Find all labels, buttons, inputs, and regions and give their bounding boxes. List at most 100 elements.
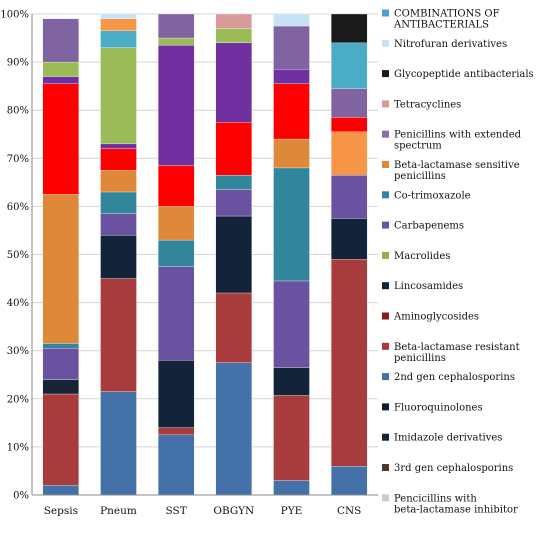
legend-label: Fluoroquinolones xyxy=(394,402,483,413)
bar-segment-sst-carbapenems xyxy=(158,266,195,361)
y-tick-label: 40% xyxy=(7,298,29,309)
bar-segment-obgyn-carbapenems xyxy=(215,189,252,217)
legend-swatch xyxy=(382,373,389,381)
legend-item-tetracyclines: Tetracyclines xyxy=(382,99,461,110)
x-tick-label-obgyn: OBGYN xyxy=(213,505,254,517)
bar-segment-sst-beta-lactamase-sensitive-penicillins xyxy=(158,206,195,241)
legend-item-macrolides: Macrolides xyxy=(382,251,450,262)
x-axis-ticks: Sepsis Pneum SST OBGYN PYE CNS xyxy=(44,505,362,517)
legend-label: Nitrofuran derivatives xyxy=(394,39,507,50)
legend-swatch xyxy=(382,191,389,199)
legend-label: Co-trimoxazole xyxy=(394,190,471,201)
bar-segment-sepsis-beta-lactamase-sensitive-penicillins xyxy=(42,194,79,344)
bar-segment-pye-aminoglycosides xyxy=(273,83,310,140)
bar-segment-sst-macrolides xyxy=(158,37,195,46)
legend-item-2nd-gen-cephalosporins: 2nd gen cephalosporins xyxy=(382,372,515,383)
bar-segment-sepsis-penicillins-with-extended-spectrum xyxy=(42,18,79,63)
y-tick-label: 30% xyxy=(7,346,29,357)
bar-segment-cns-beta-lactamase-resistant-penicillins xyxy=(331,259,368,467)
bar-segment-pneum-co-trimoxazole xyxy=(100,30,137,48)
legend-swatch xyxy=(382,100,389,108)
bar-segment-pye-2nd-gen-cephalosporins xyxy=(273,480,310,496)
y-tick-label: 10% xyxy=(7,442,29,453)
bar-segment-pye-beta-lactamase-resistant-penicillins xyxy=(273,395,310,481)
bar-segment-cns-beta-lactamase-sensitive-penicillins xyxy=(331,131,368,176)
bar-segment-obgyn-aminoglycosides xyxy=(215,122,252,176)
legend-label: 3rd gen cephalosporins xyxy=(394,463,513,474)
bar-segment-sst-beta-lactamase-resistant-penicillins xyxy=(158,427,195,436)
bar-segment-cns-combinations-of-antibacterials xyxy=(331,42,368,89)
legend-label: 2nd gen cephalosporins xyxy=(394,372,515,383)
bar-segment-sepsis-macrolides xyxy=(42,61,79,77)
bar-segment-pneum-beta-lactamase-resistant-penicillins xyxy=(100,278,137,392)
bar-segment-obgyn-lincosamides xyxy=(215,215,252,294)
bar-segment-pye-beta-lactamase-sensitive-penicillins xyxy=(273,138,310,169)
y-tick-label: 90% xyxy=(7,58,29,69)
legend-item-glycopeptide-antibacterials: Glycopeptide antibacterials xyxy=(382,69,534,80)
legend-swatch xyxy=(382,251,389,259)
bar-stack-pye xyxy=(273,13,310,496)
bar-segment-cns-glycopeptide-antibacterials xyxy=(331,13,368,44)
legend-item-imidazole-derivatives: Imidazole derivatives xyxy=(382,433,502,444)
bar-segment-sst-aminoglycosides xyxy=(158,165,195,207)
bar-segment-sepsis-2nd-gen-cephalosporins xyxy=(42,485,79,496)
legend-label: Penicillins with extended spectrum xyxy=(394,130,522,152)
x-tick-label-pye: PYE xyxy=(281,505,303,517)
legend-swatch xyxy=(382,221,389,229)
legend-swatch xyxy=(382,161,389,168)
legend-label: Beta-lactamase sensitive penicillins xyxy=(394,160,520,182)
bar-stack-sst xyxy=(158,13,195,496)
legend-label: Imidazole derivatives xyxy=(394,433,502,444)
legend-swatch xyxy=(382,464,389,471)
y-tick-label: 50% xyxy=(7,250,29,261)
legend-item-combinations-of-antibacterials: COMBINATIONS OF ANTIBACTERIALS xyxy=(382,9,500,31)
bar-segment-pye-carbapenems xyxy=(273,69,310,84)
bar-segment-obgyn-carbapenems xyxy=(215,42,252,123)
bar-segment-sst-carbapenems xyxy=(158,45,195,166)
bar-segment-pneum-beta-lactamase-sensitive-penicillins xyxy=(100,170,137,193)
y-tick-label: 60% xyxy=(7,202,29,213)
legend-label: Macrolides xyxy=(394,251,450,262)
bar-segment-sepsis-co-trimoxazole xyxy=(42,343,79,349)
legend-label: Aminoglycosides xyxy=(393,312,479,323)
legend-label: COMBINATIONS OF ANTIBACTERIALS xyxy=(393,9,500,31)
legend-swatch xyxy=(382,70,389,78)
legend-swatch xyxy=(382,282,389,290)
bar-segment-sepsis-carbapenems xyxy=(42,76,79,84)
legend-swatch xyxy=(382,494,389,502)
bar-segment-pneum-carbapenems xyxy=(100,143,137,149)
bar-segment-pneum-aminoglycosides xyxy=(100,148,137,171)
bar-segment-obgyn-macrolides xyxy=(215,28,252,44)
bar-segment-cns-lincosamides xyxy=(331,218,368,260)
bar-segment-cns-penicillins-with-extended-spectrum xyxy=(331,88,368,118)
axes xyxy=(31,14,378,496)
legend-swatch xyxy=(382,312,389,320)
bar-segment-obgyn-tetracyclines xyxy=(215,13,252,29)
legend-item-nitrofuran-derivatives: Nitrofuran derivatives xyxy=(382,39,507,50)
bar-stack-cns xyxy=(331,13,368,496)
legend-swatch xyxy=(382,433,389,441)
legend-item-penicillins-with-extended-spectrum: Penicillins with extended spectrum xyxy=(382,130,522,152)
x-tick-label-sepsis: Sepsis xyxy=(44,505,78,517)
legend-item-aminoglycosides: Aminoglycosides xyxy=(382,312,479,323)
legend-label: Tetracyclines xyxy=(394,99,461,110)
x-tick-label-sst: SST xyxy=(166,505,187,517)
legend-item-co-trimoxazole: Co-trimoxazole xyxy=(382,190,471,201)
bar-segment-pye-nitrofuran-derivatives xyxy=(273,13,310,27)
bar-segment-pye-penicillins-with-extended-spectrum xyxy=(273,25,310,70)
bar-stack-sepsis xyxy=(42,18,79,496)
bar-segment-pneum-macrolides xyxy=(100,47,137,145)
y-tick-label: 70% xyxy=(7,154,29,165)
bar-segment-pneum-carbapenems xyxy=(100,213,137,236)
bar-segment-cns-2nd-gen-cephalosporins xyxy=(331,465,368,496)
bar-segment-sst-co-trimoxazole xyxy=(158,239,195,267)
bar-segment-sst-penicillins-with-extended-spectrum xyxy=(158,13,195,39)
legend-label: Carbapenems xyxy=(394,221,464,232)
legend-label: Glycopeptide antibacterials xyxy=(394,69,534,80)
bar-segment-cns-carbapenems xyxy=(331,174,368,219)
legend-item-lincosamides: Lincosamides xyxy=(382,281,463,292)
bar-stack-obgyn xyxy=(215,13,252,496)
bar-stack-pneum xyxy=(100,13,137,496)
y-tick-label: 0% xyxy=(13,491,29,502)
bar-segment-sst-fluoroquinolones xyxy=(158,360,195,428)
